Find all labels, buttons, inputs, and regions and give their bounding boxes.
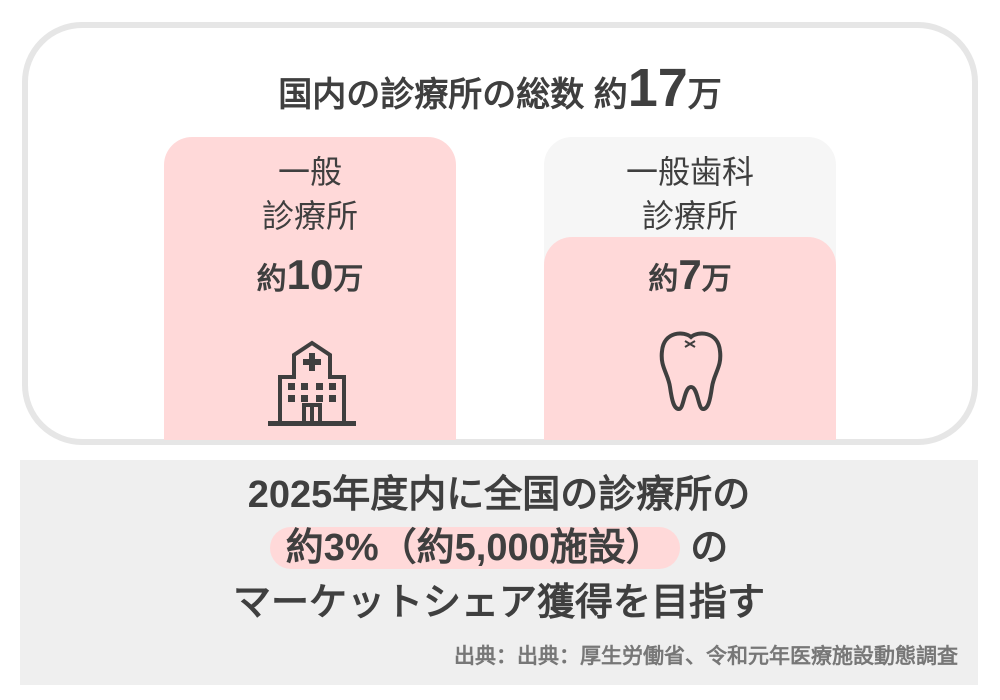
general-clinic-card: 一般 診療所 約10万 xyxy=(164,137,456,440)
tooth-icon xyxy=(659,331,723,412)
card-label: 一般 xyxy=(277,154,342,190)
page-title: 国内の診療所の総数 約17万 xyxy=(0,58,1000,125)
goal-line: 2025年度内に全国の診療所の xyxy=(247,474,751,516)
card-label: 一般歯科 xyxy=(625,154,754,190)
source-note: 出典：出典：厚生労働省、令和元年医療施設動態調査 xyxy=(454,645,958,668)
hospital-icon xyxy=(268,340,356,426)
title-number: 17 xyxy=(627,58,688,118)
title-approx: 約 xyxy=(593,76,628,114)
card-label: 診療所 xyxy=(641,198,738,234)
goal-line: マーケットシェア獲得を目指す xyxy=(232,582,765,624)
goal-line: 約3%（約5,000施設） の xyxy=(20,523,978,573)
title-text: 国内の診療所の総数 xyxy=(278,76,585,114)
title-unit: 万 xyxy=(687,76,722,114)
card-value: 約10万 xyxy=(256,251,364,298)
dental-value-panel: 約7万 xyxy=(544,237,836,440)
goal-highlight: 約3%（約5,000施設） xyxy=(269,527,680,569)
dental-clinic-card: 一般歯科 診療所 約7万 xyxy=(544,137,836,440)
card-label: 診療所 xyxy=(261,198,358,234)
goal-panel: 2025年度内に全国の診療所の 約3%（約5,000施設） の マーケットシェア… xyxy=(20,460,978,685)
card-value: 約7万 xyxy=(648,251,732,298)
